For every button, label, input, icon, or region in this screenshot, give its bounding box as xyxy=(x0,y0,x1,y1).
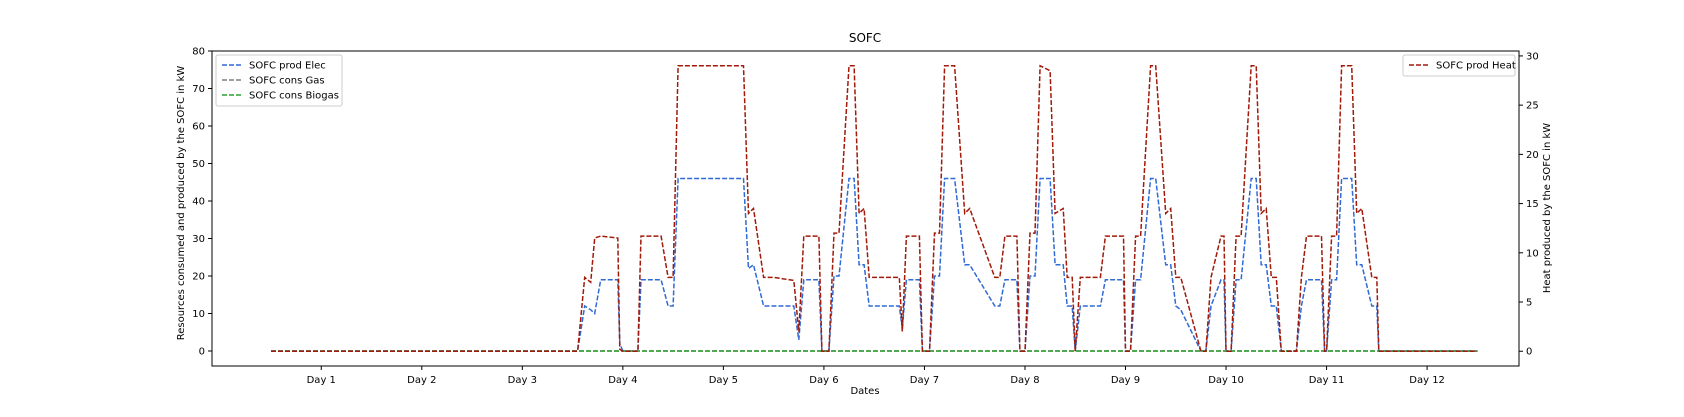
x-tick-label: Day 11 xyxy=(1309,375,1345,386)
legend-label: SOFC prod Elec xyxy=(249,61,326,72)
x-tick-label: Day 1 xyxy=(307,375,336,386)
y-left-tick-label: 30 xyxy=(192,234,205,245)
y-right-tick-label: 25 xyxy=(1526,101,1539,112)
legend-left: SOFC prod Elec SOFC cons Gas SOFC cons Bio… xyxy=(215,54,343,107)
x-tick-label: Day 5 xyxy=(709,375,738,386)
y-left-tick-label: 20 xyxy=(192,272,205,283)
legend-label: SOFC cons Biogas xyxy=(249,91,339,102)
plot-area xyxy=(211,50,1520,367)
y-left-tick-label: 40 xyxy=(192,197,205,208)
y-right-tick-label: 5 xyxy=(1526,298,1532,309)
legend-right: SOFC prod Heat xyxy=(1402,54,1516,77)
x-axis: Day 1 Day 2 Day 3 Day 4 Day 5 Day 6 Day 7 Day 8… xyxy=(307,366,1445,386)
x-tick-label: Day 12 xyxy=(1409,375,1445,386)
y-left-tick-label: 70 xyxy=(192,84,205,95)
y-left-tick-label: 60 xyxy=(192,122,205,133)
y-left-tick-label: 0 xyxy=(199,347,205,358)
y-right-tick-label: 30 xyxy=(1526,51,1539,62)
x-tick-label: Day 9 xyxy=(1111,375,1140,386)
x-tick-label: Day 10 xyxy=(1208,375,1244,386)
y-axis-right-label: Heat produced by the SOFC in kW xyxy=(1542,123,1553,293)
y-right-tick-label: 20 xyxy=(1526,150,1539,161)
y-right-tick-label: 0 xyxy=(1526,347,1532,358)
series-line-sofc-prod-elec xyxy=(271,177,1478,352)
plot-frame xyxy=(211,50,1520,367)
x-tick-label: Day 7 xyxy=(910,375,939,386)
x-tick-label: Day 4 xyxy=(608,375,637,386)
y-axis-right: 0 5 10 15 20 25 30 xyxy=(1519,51,1539,358)
chart-title: SOFC xyxy=(849,31,881,45)
series-line-sofc-prod-heat xyxy=(271,64,1478,352)
x-tick-label: Day 8 xyxy=(1010,375,1039,386)
x-tick-label: Day 2 xyxy=(407,375,436,386)
y-left-tick-label: 10 xyxy=(192,309,205,320)
y-axis-left-label: Resources consumed and produced by the S… xyxy=(176,66,187,341)
legend-box xyxy=(215,54,343,107)
x-tick-label: Day 3 xyxy=(508,375,537,386)
y-right-tick-label: 10 xyxy=(1526,248,1539,259)
y-left-tick-label: 80 xyxy=(192,47,205,58)
x-tick-label: Day 6 xyxy=(809,375,838,386)
legend-box xyxy=(1402,54,1516,77)
x-axis-label: Dates xyxy=(850,386,879,397)
y-axis-left: 0 10 20 30 40 50 60 70 80 xyxy=(192,47,212,358)
y-left-tick-label: 50 xyxy=(192,159,205,170)
y-right-tick-label: 15 xyxy=(1526,199,1539,210)
legend-label: SOFC prod Heat xyxy=(1436,61,1516,72)
legend-label: SOFC cons Gas xyxy=(249,76,325,87)
